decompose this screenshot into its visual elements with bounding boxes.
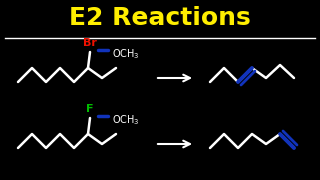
Text: Br: Br: [83, 38, 97, 48]
Text: $\mathregular{OCH_3}$: $\mathregular{OCH_3}$: [112, 47, 140, 61]
Text: $\mathregular{OCH_3}$: $\mathregular{OCH_3}$: [112, 113, 140, 127]
Text: E2 Reactions: E2 Reactions: [69, 6, 251, 30]
Text: F: F: [86, 104, 94, 114]
